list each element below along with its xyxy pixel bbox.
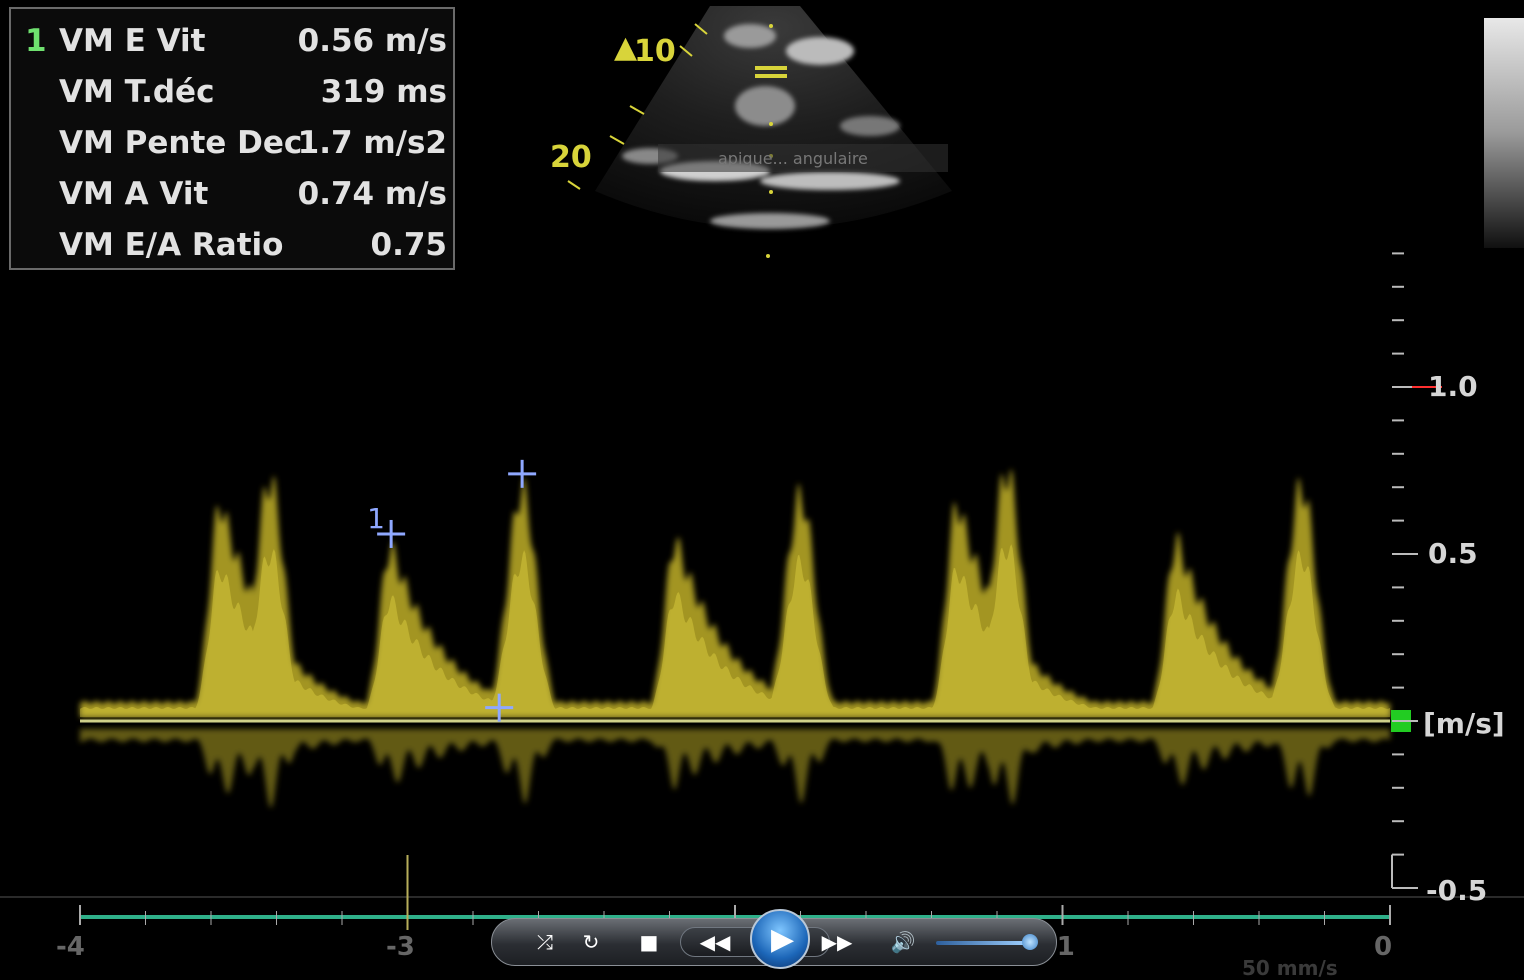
caliper-label: 1 (367, 502, 385, 535)
measurement-index: 1 (25, 23, 47, 59)
measurement-value: 1.7 m/s2 (297, 125, 447, 161)
play-button[interactable]: ▶ (750, 909, 810, 969)
measurement-label: VM T.déc (59, 74, 215, 110)
spectrum-negative-envelope (80, 729, 1390, 808)
measurement-label: VM Pente Dec (59, 125, 303, 161)
grayscale-bar (1484, 18, 1524, 248)
spectrum-core (80, 544, 1390, 717)
time-tick-label: -3 (386, 932, 415, 962)
measurement-row-ea-ratio: VM E/A Ratio 0.75 (11, 219, 451, 269)
repeat-icon[interactable]: ↻ (582, 930, 600, 954)
depth-label-20: 20 (550, 140, 592, 175)
velocity-tick-label: 1.0 (1428, 370, 1478, 403)
volume-icon[interactable]: 🔊 (890, 930, 916, 954)
measurement-row-pente-dec: VM Pente Dec 1.7 m/s2 (11, 117, 451, 167)
measurement-panel: 1 VM E Vit 0.56 m/s VM T.déc 319 ms VM P… (9, 7, 455, 270)
measurement-value: 319 ms (320, 74, 447, 110)
measurement-row-t-dec: VM T.déc 319 ms (11, 66, 451, 116)
shuffle-icon[interactable]: ⤮ (537, 930, 553, 954)
caliper-marker-a-peak (508, 459, 537, 488)
measurement-value: 0.75 (370, 227, 448, 263)
velocity-tick-label: -0.5 (1426, 874, 1488, 907)
measurement-row-a-vit: VM A Vit 0.74 m/s (11, 168, 451, 218)
caliper-marker-e-peak: 1 (367, 502, 406, 548)
sector-overlay-text: apique... angulaire (718, 149, 868, 168)
volume-slider[interactable] (936, 941, 1028, 945)
measurement-label: VM E Vit (59, 23, 206, 59)
depth-marker-icon: ▲ (614, 30, 638, 65)
sweep-speed-label: 50 mm/s (1242, 956, 1338, 980)
velocity-unit-label: [m/s] (1423, 707, 1505, 740)
rewind-icon[interactable]: ◀◀ (699, 930, 731, 954)
time-tick-label: -4 (56, 932, 85, 962)
fast-forward-icon[interactable]: ▶▶ (821, 930, 853, 954)
spectrum-positive-envelope (80, 468, 1390, 717)
stop-icon[interactable]: ■ (639, 930, 659, 954)
measurement-label: VM A Vit (59, 176, 209, 212)
time-tick-label: 0 (1374, 932, 1393, 962)
play-icon: ▶ (770, 921, 795, 957)
caliper-marker-decel-end (485, 693, 514, 722)
measurement-row-e-vit: 1 VM E Vit 0.56 m/s (11, 15, 451, 65)
measurement-label: VM E/A Ratio (59, 227, 284, 263)
echo-sector-image: apique... angulaire (567, 6, 952, 258)
media-player-bar: ⤮ ↻ ■ ◀◀ ▶ ▶▶ 🔊 (491, 909, 1057, 969)
velocity-tick-label: 0.5 (1428, 537, 1478, 570)
measurement-value: 0.56 m/s (297, 23, 447, 59)
depth-label-10: 10 (634, 34, 676, 69)
volume-slider-thumb[interactable] (1022, 934, 1038, 950)
measurement-value: 0.74 m/s (297, 176, 447, 212)
